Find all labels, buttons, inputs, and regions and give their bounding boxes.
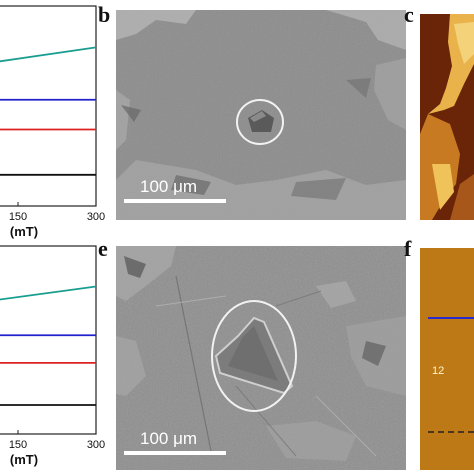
plot-d-svg: 150 300 (mT)	[0, 245, 105, 467]
scale-bar-e	[124, 451, 226, 455]
scale-bar-b	[124, 199, 226, 203]
sem-image-e: 100 μm	[116, 246, 406, 470]
scale-label-e: 100 μm	[140, 429, 198, 448]
plot-a-tick-label-300: 300	[87, 211, 105, 223]
panel-f-letter: f	[404, 236, 412, 261]
sem-image-b: 100 μm	[116, 10, 406, 220]
plot-a-axes-frame	[0, 5, 97, 207]
panel-e-letter: e	[98, 236, 108, 261]
panel-b-letter: b	[98, 2, 111, 27]
plot-d-axes-frame	[0, 245, 97, 435]
panel-c-letter: c	[404, 2, 414, 27]
sem-texture-b	[116, 10, 406, 220]
plot-a-x-axis-label: (mT)	[10, 224, 38, 239]
plot-a-svg: 150 300 (mT)	[0, 5, 105, 239]
plot-d-series-line-0	[0, 285, 97, 301]
panel-a-plot: 150 300 (mT)	[0, 0, 112, 246]
afm-texture-f	[420, 248, 474, 470]
scale-label-b: 100 μm	[140, 177, 198, 196]
panel-d-plot: 150 300 (mT)	[0, 240, 112, 474]
plot-d-x-axis-label: (mT)	[10, 452, 38, 467]
plot-d-tick-label-300: 300	[87, 439, 105, 451]
plot-d-tick-label-150: 150	[9, 439, 27, 451]
afm-image-c	[420, 14, 474, 220]
afm-texture-c	[420, 14, 474, 220]
afm-height-label: 12	[432, 365, 445, 377]
afm-image-f: 12	[420, 248, 474, 470]
plot-a-tick-label-150: 150	[9, 211, 27, 223]
plot-a-series-line-0	[0, 46, 97, 63]
sem-texture-e	[116, 246, 406, 470]
